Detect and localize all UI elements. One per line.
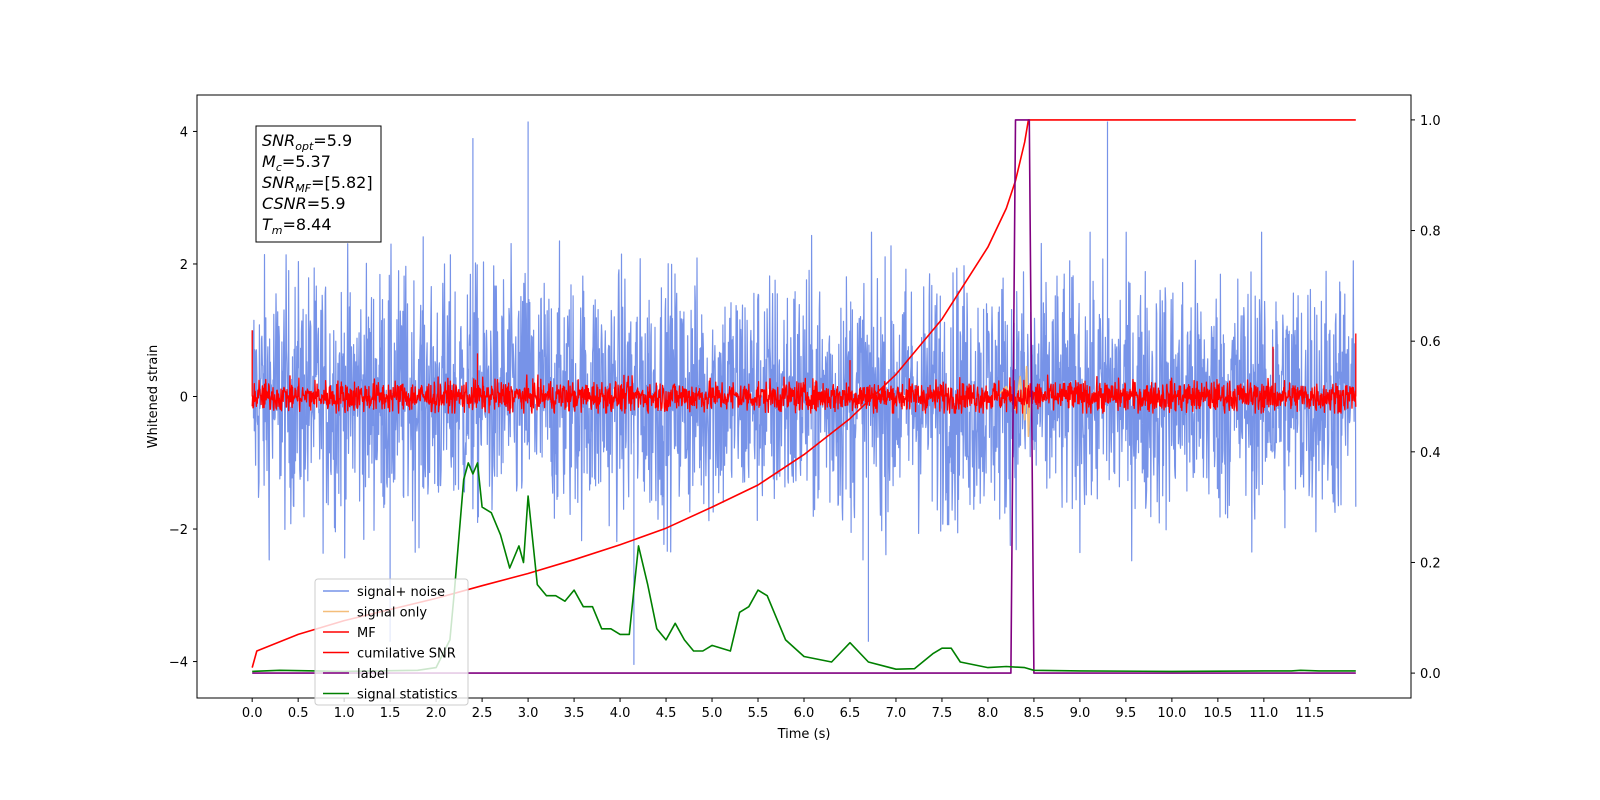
x-tick-label: 8.5 [1024,706,1045,721]
x-tick-label: 7.0 [886,706,907,721]
x-tick-label: 4.5 [656,706,677,721]
y-right-tick-label: 1.0 [1420,114,1441,129]
legend-label-mf: MF [357,626,376,641]
y-left-tick-label: 4 [180,125,188,140]
y-left-tick-label: −2 [169,523,188,538]
x-axis-label: Time (s) [777,727,831,742]
x-tick-label: 6.5 [840,706,861,721]
x-tick-label: 3.0 [518,706,539,721]
info-line: Tm=8.44 [262,215,332,237]
series-mf [251,330,1357,414]
x-tick-label: 10.0 [1157,706,1186,721]
y-right-tick-label: 0.8 [1420,225,1441,240]
info-box-frame [255,125,382,243]
x-tick-label: 1.5 [380,706,401,721]
y-left-tick-label: 0 [180,391,188,406]
legend-label-signal-statistics: signal statistics [357,688,458,703]
legend: signal+ noise signal only MF cumilative SNR… [314,578,469,706]
y-right-tick-label: 0.4 [1420,446,1441,461]
x-tick-label: 3.5 [564,706,585,721]
x-tick-label: 1.0 [334,706,355,721]
info-line: Mc=5.37 [262,152,331,174]
x-tick-label: 2.0 [426,706,447,721]
info-line: SNRopt=5.9 [262,131,352,153]
x-axis: 0.0 0.5 1.0 1.5 2.0 2.5 3.0 3.5 4.0 4.5 5.0 5.5 6.0 6… [242,698,1324,721]
x-tick-label: 9.5 [1116,706,1137,721]
x-tick-label: 8.0 [978,706,999,721]
legend-frame [314,578,469,706]
legend-label-signal-only: signal only [357,606,427,621]
y-left-tick-label: 2 [180,258,188,273]
series-label [252,119,1356,674]
info-line: CSNR=5.9 [262,194,346,213]
x-tick-label: 10.5 [1203,706,1232,721]
y-axis-label: Whitened strain [146,345,161,448]
y-right-tick-label: 0.6 [1420,335,1441,350]
x-tick-label: 4.0 [610,706,631,721]
x-tick-label: 7.5 [932,706,953,721]
x-tick-label: 5.0 [702,706,723,721]
x-tick-label: 11.0 [1249,706,1278,721]
legend-label-label: label [357,667,388,682]
y-axis-right: 0.0 0.2 0.4 0.6 0.8 1.0 [1411,114,1441,682]
legend-label-signal-noise: signal+ noise [357,585,445,600]
y-right-tick-label: 0.0 [1420,667,1441,682]
x-tick-label: 11.5 [1295,706,1324,721]
x-tick-label: 5.5 [748,706,769,721]
series-signal-noise [251,121,1357,665]
x-tick-label: 0.0 [242,706,263,721]
info-line: SNRMF=[5.82] [262,173,373,195]
x-tick-label: 6.0 [794,706,815,721]
x-tick-label: 2.5 [472,706,493,721]
y-axis-left: −4 −2 0 2 4 [169,125,197,671]
x-tick-label: 0.5 [288,706,309,721]
y-left-tick-label: −4 [169,656,188,671]
legend-label-cumilative-snr: cumilative SNR [357,647,456,662]
y-right-tick-label: 0.2 [1420,556,1441,571]
series-signal-statistics [252,462,1356,673]
x-tick-label: 9.0 [1070,706,1091,721]
